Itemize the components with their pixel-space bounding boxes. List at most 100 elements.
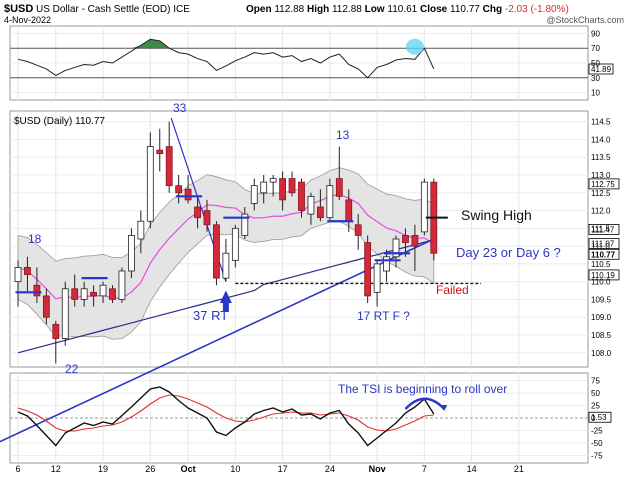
- candle: [61, 281, 69, 346]
- x-tick-label: 21: [514, 464, 524, 474]
- candle: [250, 178, 258, 211]
- candle-body: [156, 149, 164, 155]
- rsi-tick-label: 70: [591, 44, 600, 53]
- ohlc-readout: Open 112.88 High 112.88 Low 110.61 Close…: [246, 4, 569, 15]
- price-badge-text: 110.77: [591, 250, 616, 259]
- x-tick-label: Nov: [369, 464, 386, 474]
- candle: [14, 260, 22, 307]
- rsi-overbought-fill: [131, 39, 170, 49]
- candle-body: [383, 256, 390, 272]
- tsi-tick-label: 75: [591, 377, 600, 386]
- candle: [165, 121, 173, 193]
- annotation-22: 22: [65, 362, 79, 376]
- candle: [194, 196, 201, 229]
- candle: [373, 260, 381, 307]
- price-tick-label: 109.5: [591, 295, 612, 304]
- candle: [213, 221, 220, 286]
- candle: [109, 285, 116, 303]
- candle: [279, 171, 287, 211]
- candle: [33, 267, 41, 303]
- candle: [326, 178, 334, 222]
- price-tick-label: 113.0: [591, 171, 611, 180]
- candle-body: [326, 185, 334, 219]
- candle-body: [420, 181, 428, 233]
- tsi-value-badge: [588, 411, 612, 423]
- price-tick-label: 110.0: [591, 278, 611, 287]
- candle: [127, 228, 135, 279]
- price-tick-label: 111.0: [591, 242, 610, 251]
- candle-body: [71, 288, 79, 300]
- watermark: @StockCharts.com: [546, 15, 624, 25]
- price-tick-label: 114.5: [591, 118, 611, 127]
- candle: [90, 285, 97, 307]
- candle: [203, 199, 211, 232]
- symbol-label: $USD: [4, 3, 33, 15]
- candle: [420, 178, 428, 236]
- candle-body: [260, 181, 268, 194]
- axis-layer: 6 12 19 26 Oct 10 17 24 Nov 7 14 21 114.5 114.0 113.5 1…: [15, 29, 611, 474]
- x-tick-label: 7: [422, 464, 427, 474]
- candle: [52, 320, 60, 364]
- candle-body: [364, 242, 372, 297]
- candle-body: [213, 224, 220, 279]
- x-tick-label: 12: [51, 464, 61, 474]
- candle: [184, 175, 192, 204]
- candle: [137, 210, 145, 254]
- candle-body: [90, 291, 97, 297]
- up-arrow-icon: [219, 290, 232, 312]
- price-tick-label: 109.0: [591, 313, 612, 322]
- day-count-label: Day 23 or Day 6 ?: [456, 245, 561, 260]
- candle-body: [269, 178, 277, 183]
- candle-body: [241, 213, 249, 236]
- candle-body: [222, 252, 230, 279]
- candle-body: [203, 210, 211, 226]
- candle: [402, 228, 409, 257]
- candle: [383, 249, 390, 282]
- candle: [42, 288, 50, 325]
- tsi-note: The TSI is beginning to roll over: [338, 382, 507, 396]
- rsi-highlight-circle: [405, 38, 424, 55]
- candle-body: [411, 235, 419, 247]
- candle: [354, 214, 362, 250]
- candle: [222, 239, 230, 282]
- price-tick-label: 110.5: [591, 260, 611, 269]
- candle-body: [288, 178, 296, 194]
- tsi-tick-label: 25: [591, 402, 600, 411]
- candle: [307, 192, 315, 225]
- tsi-tick-label: 0: [591, 414, 596, 423]
- candle: [99, 281, 107, 303]
- candle-body: [373, 263, 381, 293]
- candle-body: [307, 195, 315, 215]
- candle: [364, 235, 372, 303]
- candle-body: [42, 295, 50, 318]
- annotation-37rt: 37 RT: [193, 308, 228, 323]
- candle: [146, 132, 154, 229]
- candle-body: [316, 206, 324, 219]
- candle-body: [61, 288, 69, 339]
- candle-body: [118, 270, 126, 300]
- price-tick-label: 108.0: [591, 349, 612, 358]
- candle-body: [354, 224, 362, 236]
- candle: [80, 281, 88, 307]
- price-tick-label: 112.5: [591, 189, 611, 198]
- candle-body: [33, 284, 41, 297]
- annotation-13: 13: [336, 128, 350, 142]
- candle-body: [335, 178, 343, 197]
- rsi-tick-label: 30: [591, 74, 600, 83]
- candle-body: [52, 323, 60, 339]
- price-badge: [588, 178, 620, 190]
- x-tick-label: 14: [467, 464, 477, 474]
- tsi-layer: 1.53: [17, 386, 612, 447]
- candle-body: [80, 288, 88, 300]
- price-tick-label: 108.5: [591, 331, 612, 340]
- x-tick-label: 26: [145, 464, 155, 474]
- rsi-tick-label: 10: [591, 89, 600, 98]
- annotation-18: 18: [28, 232, 42, 246]
- candle: [298, 178, 305, 218]
- candle-body: [24, 267, 31, 275]
- x-tick-label: 6: [15, 464, 20, 474]
- rsi-layer: 41.89: [17, 38, 614, 79]
- candle: [241, 207, 249, 239]
- tsi-tick-label: -75: [591, 452, 603, 461]
